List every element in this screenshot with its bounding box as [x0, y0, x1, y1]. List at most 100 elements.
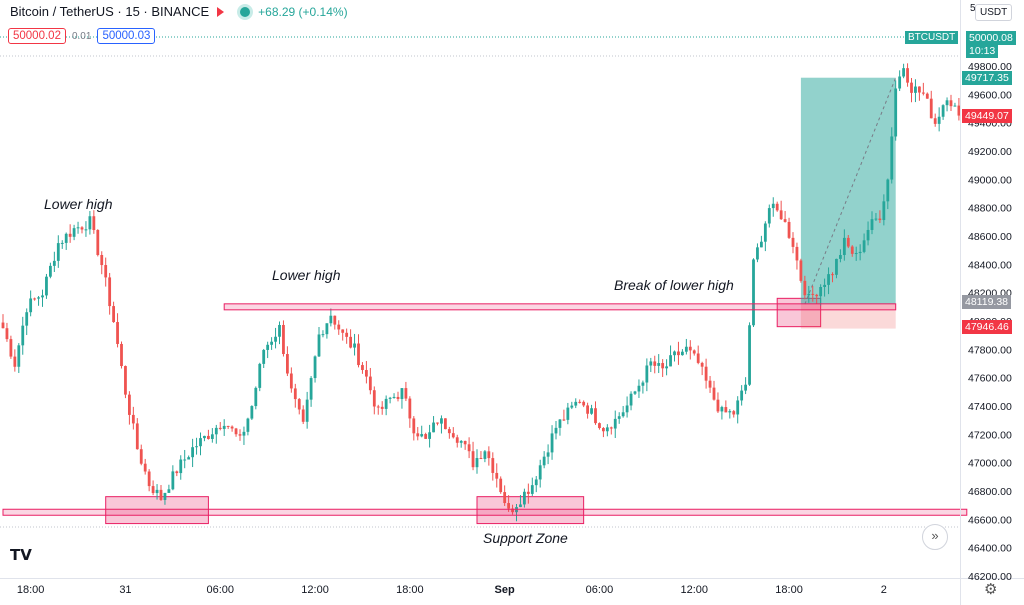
spread-value: 0.01 — [71, 30, 92, 42]
x-tick-label: 2 — [881, 584, 887, 596]
candle-body — [436, 422, 439, 424]
candle-body — [586, 405, 589, 414]
candle-body — [641, 382, 645, 386]
candle-body — [756, 247, 759, 260]
candle-body — [566, 407, 570, 420]
candle-body — [250, 406, 254, 419]
y-tick-label: 49800.00 — [968, 61, 1012, 73]
candle-body — [866, 229, 870, 241]
candle-body — [278, 324, 281, 337]
tp-price-tag: 49717.35 — [962, 71, 1012, 85]
candle-body — [420, 434, 424, 437]
candle-body — [329, 315, 333, 324]
candle-body — [116, 322, 119, 344]
candle-body — [108, 277, 112, 307]
candle-body — [230, 426, 234, 429]
candle-body — [479, 458, 483, 460]
candle-body — [412, 418, 416, 434]
candle-body — [807, 293, 811, 296]
candle-body — [171, 471, 175, 490]
annotation-break[interactable]: Break of lower high — [614, 277, 734, 293]
candle-body — [238, 434, 242, 436]
scroll-to-realtime-icon[interactable]: » — [922, 524, 948, 550]
candle-body — [605, 427, 609, 432]
candle-body — [633, 391, 637, 394]
candle-body — [440, 418, 443, 424]
candle-body — [914, 86, 917, 93]
candle-body — [258, 363, 262, 388]
candle-body — [226, 425, 230, 427]
candle-body — [771, 203, 775, 209]
candle-body — [546, 452, 550, 457]
candle-body — [712, 387, 716, 400]
candle-body — [763, 223, 767, 242]
candle-body — [767, 208, 771, 224]
candle-body — [33, 298, 36, 300]
annotation-support[interactable]: Support Zone — [483, 530, 568, 546]
y-tick-label: 46400.00 — [968, 543, 1012, 555]
trade-bar: 50000.02 0.01 50000.03 — [8, 28, 156, 44]
candle-body — [688, 346, 692, 351]
candle-body — [155, 489, 159, 494]
candle-body — [183, 459, 187, 461]
candle-body — [550, 433, 554, 453]
candle-body — [337, 324, 341, 330]
gear-icon[interactable]: ⚙ — [984, 581, 998, 598]
candle-body — [274, 336, 277, 342]
candle-body — [376, 406, 380, 408]
candle-body — [815, 294, 819, 297]
y-tick-label: 47200.00 — [968, 429, 1012, 441]
candle-body — [684, 346, 688, 352]
candle-body — [716, 399, 720, 412]
candle-body — [842, 237, 846, 256]
candle-body — [357, 343, 360, 366]
candle-body — [305, 399, 309, 422]
candle-body — [673, 351, 676, 356]
candle-body — [124, 366, 127, 395]
candle-body — [104, 265, 108, 278]
candle-body — [396, 396, 400, 399]
candle-body — [1, 322, 5, 329]
candle-body — [906, 68, 909, 83]
y-tick-label: 48400.00 — [968, 259, 1012, 271]
candle-body — [696, 353, 700, 363]
candle-body — [210, 434, 214, 439]
candle-body — [736, 400, 740, 415]
flag-icon[interactable] — [217, 6, 225, 17]
candle-body — [135, 423, 139, 450]
chart-header: Bitcoin / TetherUS · 15 · BINANCE +68.29… — [10, 4, 348, 19]
symbol-title[interactable]: Bitcoin / TetherUS · 15 · BINANCE — [10, 4, 210, 19]
candle-body — [68, 233, 72, 237]
buy-button[interactable]: 50000.03 — [97, 28, 156, 44]
candle-body — [289, 373, 293, 389]
annotation-lower-high-2[interactable]: Lower high — [272, 267, 341, 283]
candle-body — [128, 394, 131, 415]
candle-body — [392, 396, 396, 398]
candle-body — [333, 315, 337, 325]
candle-body — [301, 409, 305, 422]
x-tick-label: 18:00 — [17, 584, 45, 596]
candle-body — [839, 255, 842, 259]
candle-body — [475, 458, 479, 468]
currency-button[interactable]: USDT — [975, 4, 1013, 21]
candle-body — [313, 356, 317, 379]
long-position-tool[interactable] — [800, 77, 897, 329]
x-tick-label: 12:00 — [680, 584, 708, 596]
symbol-tag: BTCUSDT — [905, 31, 959, 44]
candle-body — [467, 444, 471, 452]
candle-body — [858, 251, 862, 254]
candle-body — [625, 405, 629, 413]
candle-body — [503, 492, 507, 504]
sell-button[interactable]: 50000.02 — [8, 28, 66, 44]
candle-body — [720, 407, 724, 412]
candle-body — [447, 429, 451, 434]
candle-body — [380, 406, 384, 409]
candle-body — [681, 351, 684, 356]
support-box-2 — [476, 496, 585, 525]
candle-body — [918, 86, 921, 93]
candle-body — [147, 471, 151, 487]
candle-body — [80, 227, 84, 230]
annotation-lower-high-1[interactable]: Lower high — [44, 196, 113, 212]
